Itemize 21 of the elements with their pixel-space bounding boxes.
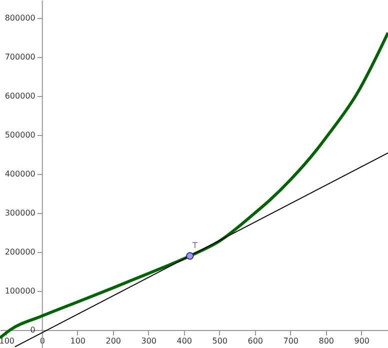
x-tick-label: 700 xyxy=(283,336,299,346)
y-tick-label: 300000 xyxy=(4,208,36,218)
y-tick-label: 700000 xyxy=(4,52,36,62)
annotation: T xyxy=(191,240,198,250)
y-tick-label: 500000 xyxy=(4,130,36,140)
y-tick-label: 800000 xyxy=(4,13,36,22)
x-tick-label: 800 xyxy=(318,336,334,346)
x-tick-label: 500 xyxy=(212,336,228,346)
x-tick-label: 100 xyxy=(70,336,86,346)
x-tick-label: 400 xyxy=(176,336,192,346)
x-tick-label: 300 xyxy=(141,336,157,346)
line-series xyxy=(0,31,388,340)
y-tick-label: 600000 xyxy=(4,91,36,100)
y-tick-label: 0 xyxy=(30,326,36,335)
x-tick-label: 100 xyxy=(0,336,15,346)
y-tick-label: 200000 xyxy=(4,248,36,257)
y-tick-label: 400000 xyxy=(4,170,36,178)
y-tick-label: 100000 xyxy=(4,286,36,296)
x-tick-label: 200 xyxy=(106,336,122,346)
x-tick-label: 900 xyxy=(354,336,370,346)
x-tick-label: 600 xyxy=(248,336,264,346)
